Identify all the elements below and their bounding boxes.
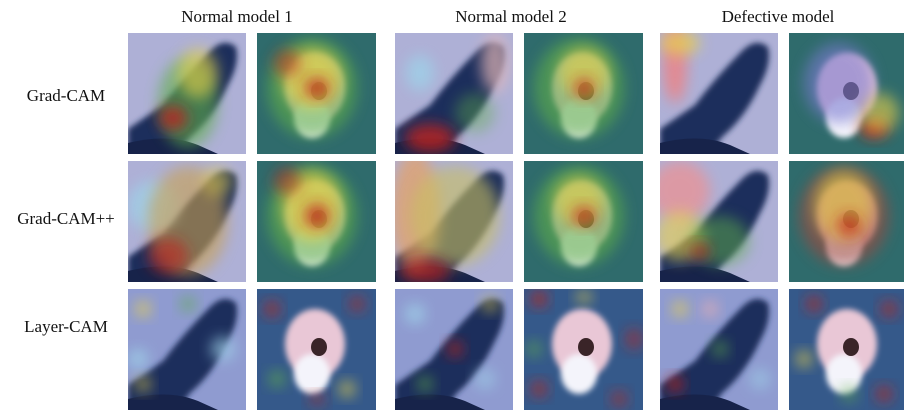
column-title: Normal model 1: [181, 7, 292, 26]
heatmap-image: [789, 289, 904, 410]
heatmap-image: [660, 23, 778, 154]
row-label: Grad-CAM: [27, 86, 105, 105]
row-label: Grad-CAM++: [17, 209, 115, 228]
heatmap-image: [128, 289, 246, 410]
heatmap-image: [524, 289, 643, 410]
column-title: Normal model 2: [455, 7, 566, 26]
heatmap-image: [257, 161, 376, 282]
heatmap-image: [650, 161, 778, 282]
heatmap-image: [660, 289, 778, 410]
column-title: Defective model: [722, 7, 835, 26]
heatmap-image: [395, 289, 513, 410]
heatmap-image: [789, 33, 904, 154]
heatmap-image: [128, 161, 246, 282]
heatmap-image: [128, 33, 246, 154]
heatmap-image: [257, 33, 376, 154]
heatmap-image: [524, 33, 643, 154]
heatmap-image: [395, 33, 513, 154]
figure: Normal model 1 Normal model 2 Defective …: [0, 0, 904, 412]
page: Normal model 1 Normal model 2 Defective …: [0, 0, 904, 412]
heatmap-image: [390, 151, 513, 283]
heatmap-image: [524, 161, 643, 282]
image-grid: [128, 23, 904, 410]
heatmap-image: [789, 161, 904, 282]
row-label: Layer-CAM: [24, 317, 108, 336]
heatmap-image: [257, 289, 376, 410]
